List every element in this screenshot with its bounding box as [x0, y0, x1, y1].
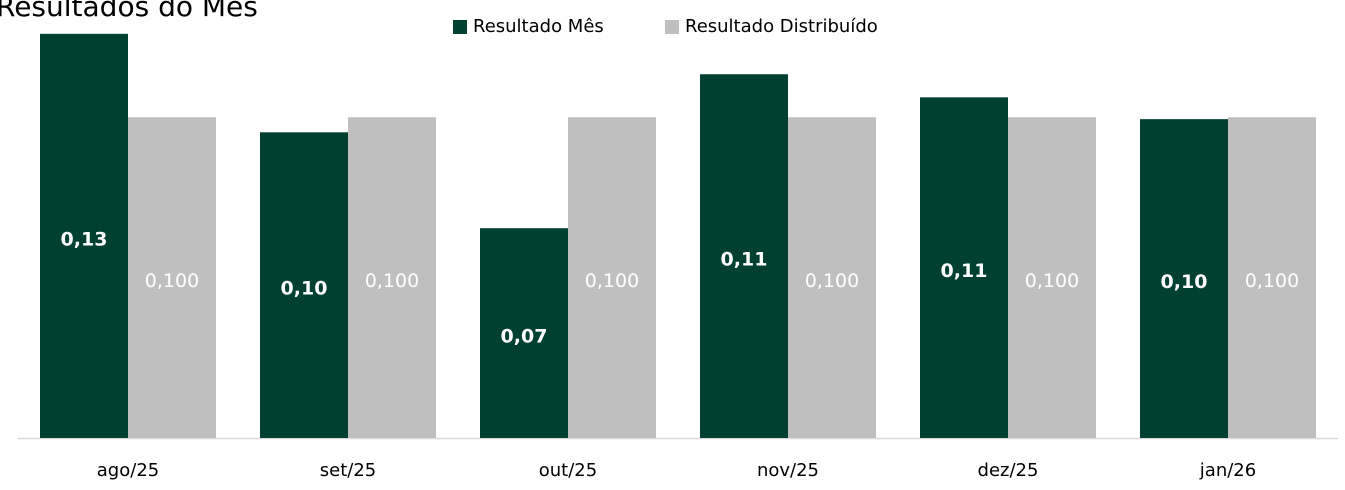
data-label: 0,11	[941, 260, 988, 282]
bar	[348, 117, 436, 438]
legend-swatch	[453, 20, 467, 34]
bar	[1140, 119, 1228, 438]
x-tick-label: dez/25	[978, 460, 1039, 481]
bar	[260, 132, 348, 438]
bar	[1008, 117, 1096, 438]
bar	[480, 228, 568, 438]
x-tick-label: set/25	[320, 460, 376, 481]
bar	[788, 117, 876, 438]
bar	[40, 33, 128, 438]
data-label: 0,07	[501, 326, 548, 348]
x-tick-label: ago/25	[97, 460, 159, 481]
bar	[1228, 117, 1316, 438]
x-tick-label: jan/26	[1199, 460, 1256, 481]
x-tick-label: nov/25	[757, 460, 819, 481]
data-label: 0,10	[1161, 271, 1208, 293]
data-label: 0,10	[281, 278, 328, 300]
bar	[700, 74, 788, 439]
legend-label: Resultado Mês	[473, 16, 604, 37]
data-label: 0,11	[721, 249, 768, 271]
legend-swatch	[665, 20, 679, 34]
legend-label: Resultado Distribuído	[685, 16, 878, 37]
data-label: 0,100	[805, 270, 859, 292]
data-label: 0,100	[1245, 270, 1299, 292]
bar	[128, 117, 216, 438]
data-label: 0,100	[585, 270, 639, 292]
bar	[568, 117, 656, 438]
data-label: 0,13	[61, 228, 108, 250]
x-tick-label: out/25	[539, 460, 597, 481]
data-label: 0,100	[145, 270, 199, 292]
chart-title: Resultados do Mês	[0, 0, 258, 23]
data-label: 0,100	[1025, 270, 1079, 292]
bar	[920, 97, 1008, 438]
data-label: 0,100	[365, 270, 419, 292]
